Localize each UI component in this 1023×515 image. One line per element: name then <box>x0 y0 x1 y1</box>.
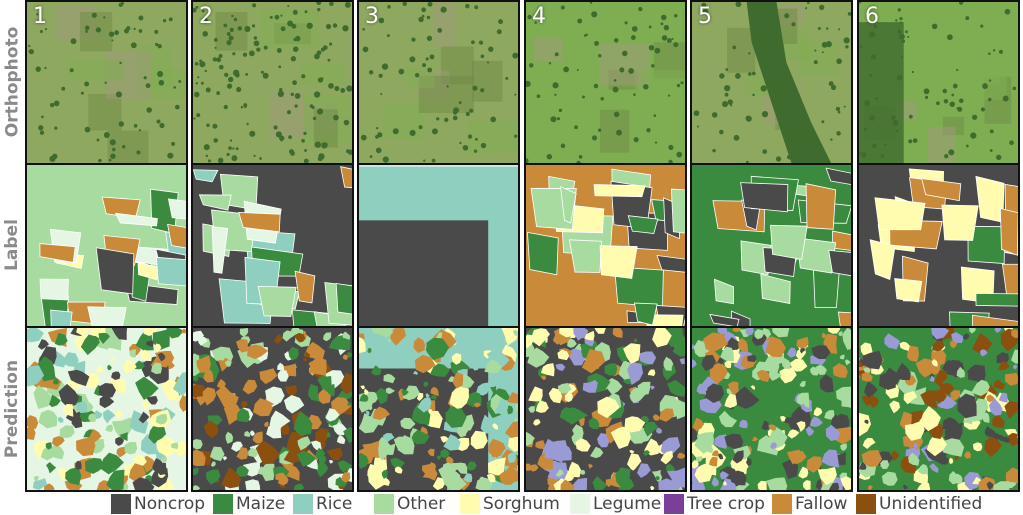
tile-label-5 <box>690 163 853 328</box>
tile-image <box>359 2 518 163</box>
legend-item-unidentified: Unidentified <box>856 492 982 515</box>
legend-swatch <box>570 493 590 514</box>
legend-item-fallow: Fallow <box>772 492 847 515</box>
tile-label-1 <box>25 163 188 328</box>
tile-prediction-1 <box>25 326 188 492</box>
tile-label-3 <box>357 163 520 328</box>
column-number: 6 <box>865 4 879 29</box>
legend-item-noncrop: Noncrop <box>111 492 205 515</box>
legend-swatch <box>293 493 313 514</box>
legend-label: Rice <box>316 493 353 514</box>
legend-item-other: Other <box>374 492 445 515</box>
legend-swatch <box>856 493 876 514</box>
tile-image <box>193 328 352 490</box>
tile-image <box>193 2 352 163</box>
legend-label: Noncrop <box>134 493 206 514</box>
tile-image <box>692 328 851 490</box>
tile-image <box>359 328 518 490</box>
tile-orthophoto-1: 1 <box>25 0 188 165</box>
tile-image <box>859 165 1018 326</box>
tile-orthophoto-5: 5 <box>690 0 853 165</box>
row-label-orthophoto: Orthophoto <box>2 26 22 137</box>
tile-image <box>193 165 352 326</box>
tile-image <box>27 165 186 326</box>
column-number: 3 <box>365 4 379 29</box>
column-number: 4 <box>532 4 546 29</box>
row-label-label: Label <box>2 218 22 271</box>
legend-label: Fallow <box>795 493 848 514</box>
legend-swatch <box>111 493 131 514</box>
tile-prediction-2 <box>191 326 354 492</box>
legend-item-rice: Rice <box>293 492 352 515</box>
legend-item-sorghum: Sorghum <box>460 492 560 515</box>
legend: Noncrop Maize Rice Other Sorghum Legume … <box>0 492 1023 515</box>
tile-orthophoto-6: 6 <box>857 0 1020 165</box>
legend-label: Unidentified <box>879 493 983 514</box>
legend-label: Legume <box>593 493 662 514</box>
tile-orthophoto-3: 3 <box>357 0 520 165</box>
row-label-prediction: Prediction <box>2 359 22 459</box>
legend-item-maize: Maize <box>213 492 285 515</box>
legend-label: Tree crop <box>687 493 765 514</box>
legend-label: Sorghum <box>483 493 560 514</box>
tile-image <box>526 165 685 326</box>
tile-prediction-3 <box>357 326 520 492</box>
tile-image <box>526 328 685 490</box>
legend-swatch <box>460 493 480 514</box>
legend-label: Other <box>397 493 446 514</box>
tile-prediction-6 <box>857 326 1020 492</box>
tile-prediction-4 <box>524 326 687 492</box>
column-number: 1 <box>33 4 47 29</box>
legend-item-legume: Legume <box>570 492 661 515</box>
tile-image <box>859 2 1018 163</box>
tile-image <box>27 2 186 163</box>
tile-label-2 <box>191 163 354 328</box>
legend-swatch <box>374 493 394 514</box>
legend-item-tree-crop: Tree crop <box>664 492 765 515</box>
tile-image <box>359 165 518 326</box>
tile-image <box>526 2 685 163</box>
tile-image <box>692 2 851 163</box>
tile-image <box>27 328 186 490</box>
legend-swatch <box>664 493 684 514</box>
tile-prediction-5 <box>690 326 853 492</box>
tile-orthophoto-4: 4 <box>524 0 687 165</box>
tile-image <box>692 165 851 326</box>
tile-orthophoto-2: 2 <box>191 0 354 165</box>
tile-label-4 <box>524 163 687 328</box>
column-number: 2 <box>199 4 213 29</box>
column-number: 5 <box>698 4 712 29</box>
legend-label: Maize <box>236 493 286 514</box>
legend-swatch <box>213 493 233 514</box>
tile-image <box>859 328 1018 490</box>
tile-label-6 <box>857 163 1020 328</box>
legend-swatch <box>772 493 792 514</box>
